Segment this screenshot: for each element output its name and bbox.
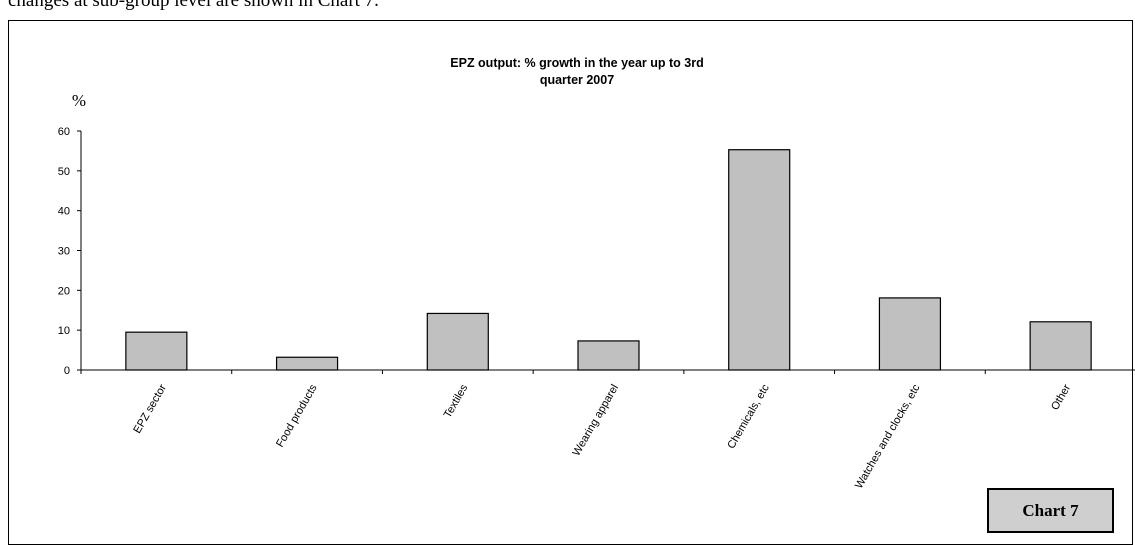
chart-title-line1: EPZ output: % growth in the year up to 3… bbox=[450, 56, 703, 70]
y-tick-label: 0 bbox=[64, 365, 70, 377]
x-tick-label: Wearing apparel bbox=[570, 383, 621, 459]
y-tick-label: 10 bbox=[58, 325, 70, 337]
y-axis-label: % bbox=[72, 91, 86, 110]
y-tick-label: 40 bbox=[58, 206, 70, 218]
bar-wearing-apparel bbox=[577, 340, 640, 371]
x-tick-label: Other bbox=[1049, 382, 1073, 412]
chart-frame bbox=[8, 20, 1133, 545]
bar-watches-and-clocks-etc bbox=[878, 297, 942, 371]
axes: 0 10 20 30 40 50 60 bbox=[58, 126, 1135, 377]
y-tick-label: 50 bbox=[58, 166, 70, 178]
x-tick-label: EPZ sector bbox=[131, 382, 169, 435]
y-tick-label: 20 bbox=[58, 285, 70, 297]
bars bbox=[125, 149, 1092, 371]
bar-food-products bbox=[275, 356, 339, 371]
bar-chemicals-etc bbox=[728, 149, 791, 371]
x-tick-label: Textiles bbox=[442, 382, 471, 420]
intro-text: changes at sub-group level are shown in … bbox=[8, 0, 379, 11]
y-tick-label: 60 bbox=[58, 126, 70, 138]
x-tick-label: Chemicals, etc bbox=[725, 382, 772, 451]
y-tick-label: 30 bbox=[58, 246, 70, 258]
tick-labels: EPZ sector Food products Textiles Wearing a… bbox=[131, 382, 1073, 491]
bar-epz-sector bbox=[125, 331, 188, 371]
bar-other bbox=[1029, 321, 1092, 371]
x-tick-label: Food products bbox=[274, 382, 320, 449]
chart-number-badge: Chart 7 bbox=[987, 488, 1114, 533]
chart-title-line2: quarter 2007 bbox=[540, 73, 614, 87]
bar-textiles bbox=[426, 312, 489, 371]
x-tick-label: Watches and clocks, etc bbox=[853, 382, 923, 491]
